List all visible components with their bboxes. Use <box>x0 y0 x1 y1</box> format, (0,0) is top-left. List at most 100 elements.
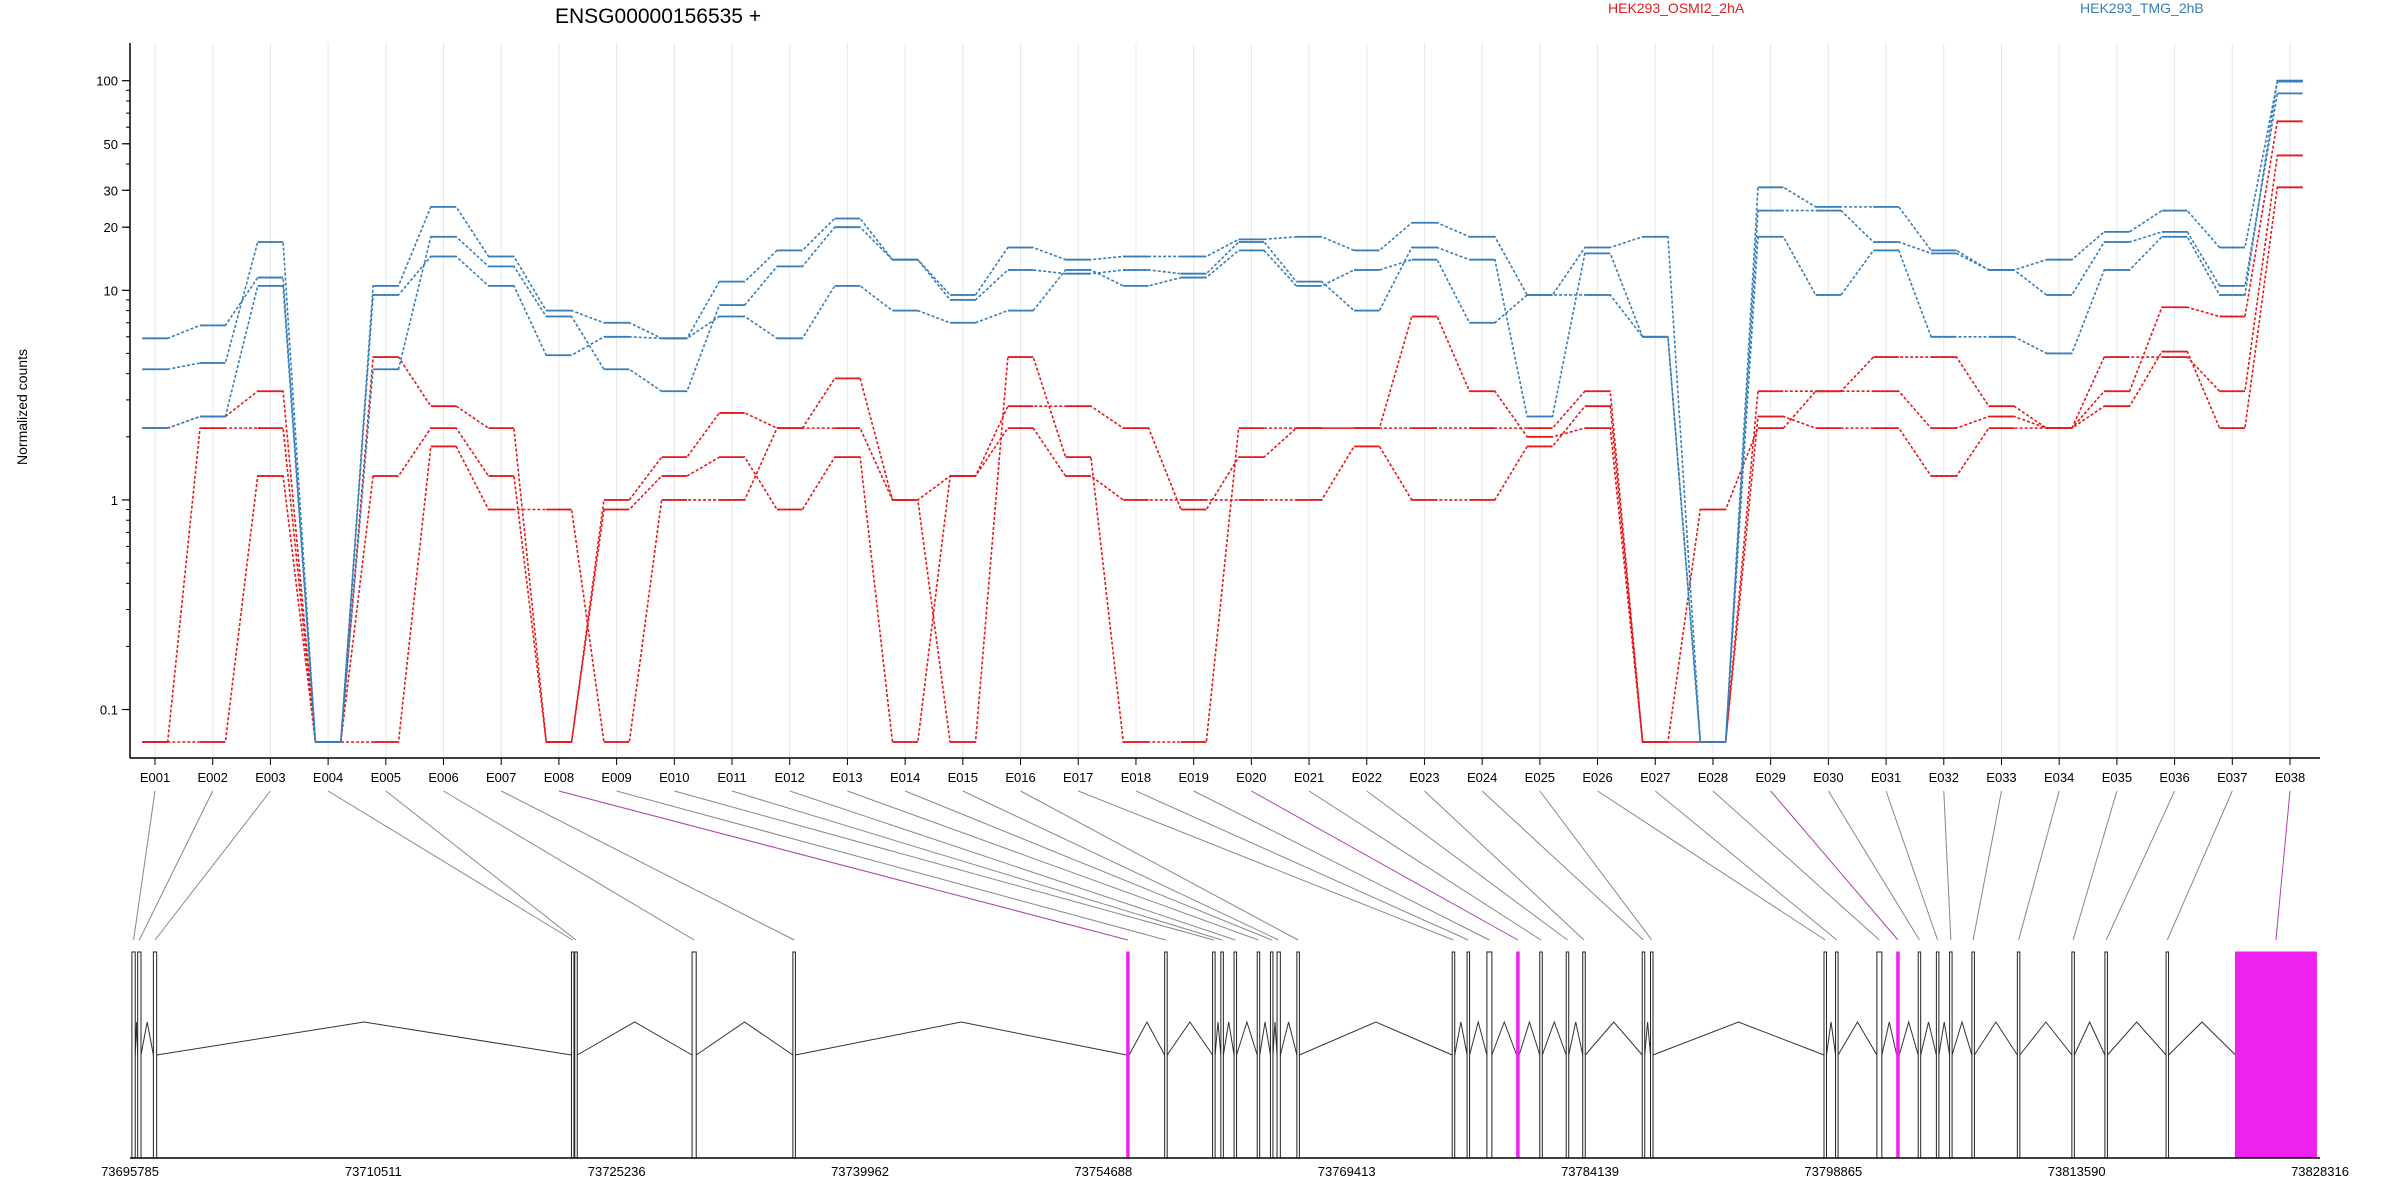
intron-line <box>577 1021 693 1056</box>
series-line <box>142 186 2303 743</box>
exon-connector <box>616 790 1167 941</box>
genome-tick-label: 73739962 <box>831 1164 889 1179</box>
x-tick-label: E023 <box>1409 770 1439 785</box>
exon-connector <box>1770 790 1899 941</box>
intron-line <box>1584 1021 1643 1056</box>
genome-tick-label: 73784139 <box>1561 1164 1619 1179</box>
intron-line <box>1454 1021 1468 1056</box>
intron-line <box>140 1021 154 1056</box>
genome-tick-label: 73828316 <box>2291 1164 2349 1179</box>
exon-connector <box>2166 790 2233 941</box>
x-tick-label: E021 <box>1294 770 1324 785</box>
exon-connector <box>904 790 1272 941</box>
x-tick-label: E013 <box>832 770 862 785</box>
exon-connector <box>558 790 1129 941</box>
genome-tick-label: 73695785 <box>101 1164 159 1179</box>
exon-box <box>2016 951 2021 1159</box>
genome-tick-label: 73725236 <box>588 1164 646 1179</box>
x-tick-label: E034 <box>2044 770 2074 785</box>
exon-box <box>1212 951 1216 1159</box>
exon-box <box>1949 951 1953 1159</box>
x-tick-label: E020 <box>1236 770 1266 785</box>
x-tick-label: E026 <box>1582 770 1612 785</box>
exon-box <box>1220 951 1224 1159</box>
exon-box <box>1641 951 1646 1159</box>
intron-line <box>1898 1020 1919 1056</box>
x-tick-label: E030 <box>1813 770 1843 785</box>
intron-line <box>1951 1020 1973 1056</box>
exon-connector <box>1135 790 1469 941</box>
x-tick-label: E009 <box>601 770 631 785</box>
x-tick-label: E008 <box>544 770 574 785</box>
exon-box <box>2165 951 2170 1159</box>
x-tick-label: E031 <box>1871 770 1901 785</box>
exon-connector <box>1308 790 1542 941</box>
exon-box <box>1539 951 1543 1159</box>
x-tick-label: E005 <box>371 770 401 785</box>
exon-connector <box>1943 790 1952 941</box>
exon-connector <box>674 790 1214 941</box>
exon-box <box>1269 951 1274 1159</box>
legend-entry-osmi: HEK293_OSMI2_2hA <box>1608 0 1745 16</box>
intron-line <box>1837 1021 1878 1056</box>
exon-box <box>570 951 575 1159</box>
intron-line <box>1272 1021 1278 1056</box>
exon-connector <box>443 790 695 941</box>
x-tick-label: E006 <box>428 770 458 785</box>
intron-line <box>1652 1021 1825 1056</box>
exon-box <box>1823 951 1828 1159</box>
exon-connector <box>2275 790 2291 941</box>
x-tick-label: E036 <box>2159 770 2189 785</box>
exon-connector <box>327 790 573 941</box>
series-line <box>142 80 2303 743</box>
exon-connector <box>1885 790 1939 941</box>
exon-connector <box>1193 790 1490 941</box>
exon-connector <box>1597 790 1826 941</box>
genome-tick-label: 73798865 <box>1804 1164 1862 1179</box>
exon-connector <box>133 790 156 941</box>
x-tick-label: E032 <box>1929 770 1959 785</box>
y-tick-label: 20 <box>104 220 118 235</box>
exon-box <box>1126 951 1130 1159</box>
intron-line <box>1491 1020 1518 1056</box>
intron-line <box>1279 1021 1298 1056</box>
exon-box <box>1296 951 1300 1159</box>
x-axis: E001 E002 E003 E004 E005 E006 E007 E008 E009 E010… <box>130 757 2320 785</box>
exon-connector <box>1827 790 1920 941</box>
intron-line <box>2019 1021 2073 1056</box>
intron-line <box>1128 1020 1166 1056</box>
exon-box <box>1233 951 1238 1159</box>
exon-box <box>1876 951 1883 1159</box>
exon-box <box>574 951 578 1159</box>
x-tick-label: E022 <box>1352 770 1382 785</box>
exon-box <box>1835 951 1839 1159</box>
x-tick-label: E002 <box>198 770 228 785</box>
x-tick-label: E015 <box>948 770 978 785</box>
y-axis-label: Normalized counts <box>14 349 30 465</box>
x-tick-label: E016 <box>1005 770 1035 785</box>
intron-line <box>1938 1021 1951 1056</box>
x-tick-label: E012 <box>775 770 805 785</box>
intron-line <box>1826 1021 1837 1056</box>
exon-connector <box>2072 790 2118 941</box>
intron-line <box>695 1021 794 1056</box>
x-tick-label: E028 <box>1698 770 1728 785</box>
x-tick-label: E011 <box>717 770 746 785</box>
x-tick-label: E018 <box>1121 770 1151 785</box>
exon-box <box>137 951 142 1159</box>
y-tick-label: 30 <box>104 183 118 198</box>
chart-title: ENSG00000156535 + <box>555 5 761 28</box>
x-tick-label: E038 <box>2275 770 2305 785</box>
exon-connector <box>1539 790 1653 941</box>
exon-connector <box>500 790 795 941</box>
intron-line <box>1541 1020 1567 1056</box>
exon-connector <box>789 790 1236 941</box>
exon-box <box>152 951 158 1159</box>
x-tick-label: E024 <box>1467 770 1497 785</box>
intron-line <box>1222 1021 1235 1056</box>
intron-line <box>2073 1020 2106 1056</box>
x-tick-label: E033 <box>1986 770 2016 785</box>
y-tick-label: 1 <box>111 493 118 508</box>
exon-connector <box>1654 790 1838 941</box>
